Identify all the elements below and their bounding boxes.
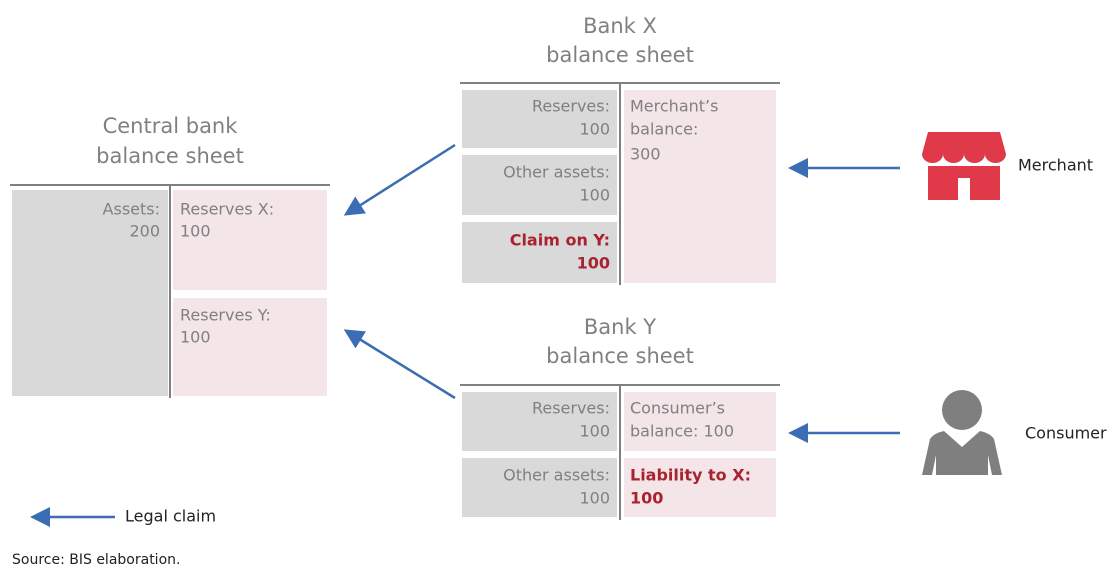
cell (462, 155, 617, 215)
merchant-icon (922, 132, 1006, 200)
value: 100 (180, 328, 211, 347)
title: balance sheet (546, 344, 694, 368)
cell (173, 190, 327, 290)
label: Reserves: (532, 97, 610, 116)
title: Bank X (583, 14, 657, 38)
bank-x-sheet: Bank X balance sheet Reserves: 100 Other… (460, 14, 780, 285)
label: Reserves: (532, 399, 610, 418)
cell (462, 222, 617, 283)
cell (624, 458, 776, 517)
cell (624, 392, 776, 451)
label: Other assets: (503, 163, 610, 182)
value: 100 (579, 489, 610, 508)
value: 100 (579, 120, 610, 139)
cell (462, 392, 617, 451)
actor-label: Merchant (1018, 156, 1093, 175)
cell (173, 298, 327, 396)
label: Claim on Y: (510, 231, 610, 250)
source: Source: BIS elaboration. (12, 552, 180, 568)
title: Central bank (103, 114, 239, 138)
central-bank-sheet: Central bank balance sheet Assets: 200 R… (10, 114, 330, 398)
cell (12, 190, 168, 396)
value: 200 (129, 222, 160, 241)
value: 100 (577, 254, 610, 273)
label: Merchant’s (630, 97, 718, 116)
cell (624, 90, 776, 283)
label: Assets: (103, 200, 160, 219)
value: 100 (180, 222, 211, 241)
value: 300 (630, 145, 661, 164)
label: Liability to X: (630, 466, 751, 485)
arrow (343, 143, 456, 216)
arrow (343, 329, 456, 400)
bank-y-sheet: Bank Y balance sheet Reserves: 100 Other… (460, 315, 780, 520)
actor-label: Consumer (1025, 424, 1107, 443)
label: Reserves Y: (180, 306, 271, 325)
consumer-icon (922, 390, 1002, 475)
title: Bank Y (584, 315, 656, 339)
label: Other assets: (503, 466, 610, 485)
value: 100 (630, 489, 663, 508)
label: balance: (630, 120, 698, 139)
value: 100 (579, 422, 610, 441)
label: Reserves X: (180, 200, 274, 219)
title: balance sheet (96, 144, 244, 168)
title: balance sheet (546, 43, 694, 67)
label: balance: 100 (630, 422, 734, 441)
legend-label: Legal claim (125, 507, 216, 526)
cell (462, 458, 617, 517)
cell (462, 90, 617, 148)
label: Consumer’s (630, 399, 725, 418)
value: 100 (579, 186, 610, 205)
